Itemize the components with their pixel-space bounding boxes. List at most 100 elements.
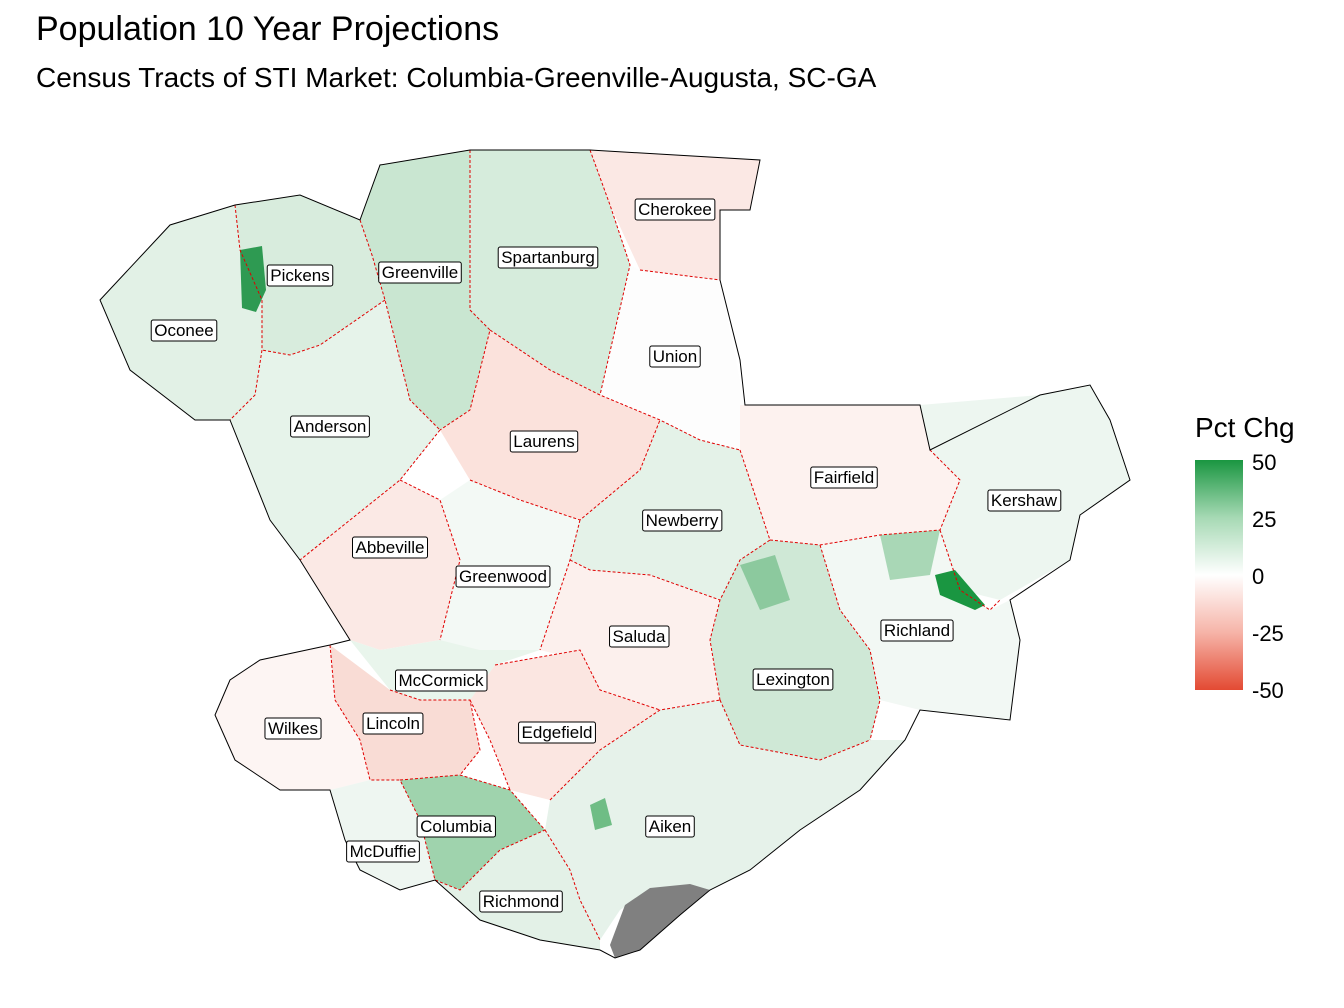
region-aiken xyxy=(545,700,905,940)
county-label-box xyxy=(150,319,218,342)
county-label-greenville: Greenville xyxy=(378,261,462,284)
legend-tick-neg50: -50 xyxy=(1252,678,1284,703)
region-greenwood xyxy=(440,480,580,650)
county-label-box xyxy=(497,246,599,269)
county-label-box xyxy=(810,466,878,489)
region-no-data xyxy=(610,884,710,958)
legend: Pct Chg 50 25 0 -25 -50 xyxy=(1195,412,1335,712)
county-label-saluda: Saluda xyxy=(609,625,670,648)
county-label-fairfield: Fairfield xyxy=(810,466,878,489)
county-label-text: Greenwood xyxy=(459,567,547,586)
county-label-box xyxy=(290,415,370,438)
legend-tick-0: 0 xyxy=(1252,564,1265,589)
county-label-pickens: Pickens xyxy=(266,264,334,287)
county-label-lexington: Lexington xyxy=(752,668,834,691)
county-label-box xyxy=(266,264,334,287)
county-label-text: Cherokee xyxy=(638,200,712,219)
county-label-box xyxy=(752,668,834,691)
county-label-oconee: Oconee xyxy=(150,319,218,342)
county-label-box xyxy=(649,345,701,368)
county-label-text: Lincoln xyxy=(366,714,420,733)
county-label-richland: Richland xyxy=(880,619,954,642)
county-label-text: Pickens xyxy=(270,266,330,285)
county-label-box xyxy=(362,712,424,735)
county-label-text: Oconee xyxy=(154,321,214,340)
county-label-text: Laurens xyxy=(513,432,574,451)
region-richland-ne xyxy=(880,530,940,580)
region-greenville xyxy=(360,150,490,430)
region-aiken-high xyxy=(590,798,612,830)
county-labels: Cherokee Pickens Greenville Spartanburg Ocon… xyxy=(150,198,1062,913)
legend-tick-neg25: -25 xyxy=(1252,621,1284,646)
county-label-wilkes: Wilkes xyxy=(264,717,322,740)
county-label-text: Richland xyxy=(884,621,950,640)
county-label-aiken: Aiken xyxy=(645,815,695,838)
county-label-text: Richmond xyxy=(483,892,560,911)
county-label-kershaw: Kershaw xyxy=(987,489,1062,512)
county-label-box xyxy=(642,509,723,532)
county-label-mcduffie: McDuffie xyxy=(346,840,420,863)
map-subtitle: Census Tracts of STI Market: Columbia-Gr… xyxy=(36,62,877,93)
county-label-text: Edgefield xyxy=(522,723,593,742)
county-label-lincoln: Lincoln xyxy=(362,712,424,735)
county-label-text: McCormick xyxy=(399,671,484,690)
county-label-text: Lexington xyxy=(756,670,830,689)
map-title: Population 10 Year Projections xyxy=(36,10,500,48)
county-label-text: Fairfield xyxy=(814,468,874,487)
county-label-box xyxy=(395,669,488,692)
county-label-box xyxy=(634,198,716,221)
legend-tick-50: 50 xyxy=(1252,450,1277,475)
county-label-text: Newberry xyxy=(646,511,719,530)
county-label-columbia: Columbia xyxy=(416,815,496,838)
county-label-text: Columbia xyxy=(420,817,492,836)
legend-tick-25: 25 xyxy=(1252,507,1277,532)
county-label-abbeville: Abbeville xyxy=(352,536,428,559)
county-fills xyxy=(100,150,1130,958)
county-label-box xyxy=(378,261,462,284)
county-label-newberry: Newberry xyxy=(642,509,723,532)
county-label-text: Saluda xyxy=(613,627,666,646)
county-label-box xyxy=(455,565,551,588)
county-label-text: Aiken xyxy=(649,817,692,836)
region-lexington-high xyxy=(740,555,790,610)
region-lexington xyxy=(710,540,880,760)
county-label-box xyxy=(264,717,322,740)
region-richmond xyxy=(435,830,600,950)
county-borders xyxy=(229,149,1001,941)
county-label-laurens: Laurens xyxy=(509,430,579,453)
county-label-text: Greenville xyxy=(382,263,459,282)
legend-title: Pct Chg xyxy=(1195,412,1295,443)
county-label-box xyxy=(479,890,563,913)
county-label-box xyxy=(352,536,428,559)
county-label-mccormick: McCormick xyxy=(395,669,488,692)
region-richland-high xyxy=(935,570,985,610)
market-outline xyxy=(99,149,1131,959)
county-label-text: Union xyxy=(653,347,697,366)
county-label-text: McDuffie xyxy=(350,842,417,861)
county-label-box xyxy=(416,815,496,838)
county-label-anderson: Anderson xyxy=(290,415,370,438)
county-label-box xyxy=(609,625,670,648)
region-oconee xyxy=(100,205,262,420)
region-spartanburg xyxy=(470,150,630,395)
county-label-edgefield: Edgefield xyxy=(518,721,596,744)
county-label-box xyxy=(518,721,596,744)
county-label-box xyxy=(987,489,1062,512)
county-label-text: Anderson xyxy=(294,417,367,436)
county-label-text: Spartanburg xyxy=(501,248,595,267)
county-label-union: Union xyxy=(649,345,701,368)
legend-color-bar xyxy=(1195,460,1243,690)
county-label-box xyxy=(880,619,954,642)
county-label-box xyxy=(645,815,695,838)
county-label-text: Kershaw xyxy=(991,491,1058,510)
county-label-text: Abbeville xyxy=(356,538,425,557)
county-label-spartanburg: Spartanburg xyxy=(497,246,599,269)
county-label-cherokee: Cherokee xyxy=(634,198,716,221)
county-label-text: Wilkes xyxy=(268,719,318,738)
region-abbeville xyxy=(300,480,460,650)
region-laurens xyxy=(440,330,660,520)
county-label-box xyxy=(346,840,420,863)
county-label-richmond: Richmond xyxy=(479,890,563,913)
county-label-greenwood: Greenwood xyxy=(455,565,551,588)
